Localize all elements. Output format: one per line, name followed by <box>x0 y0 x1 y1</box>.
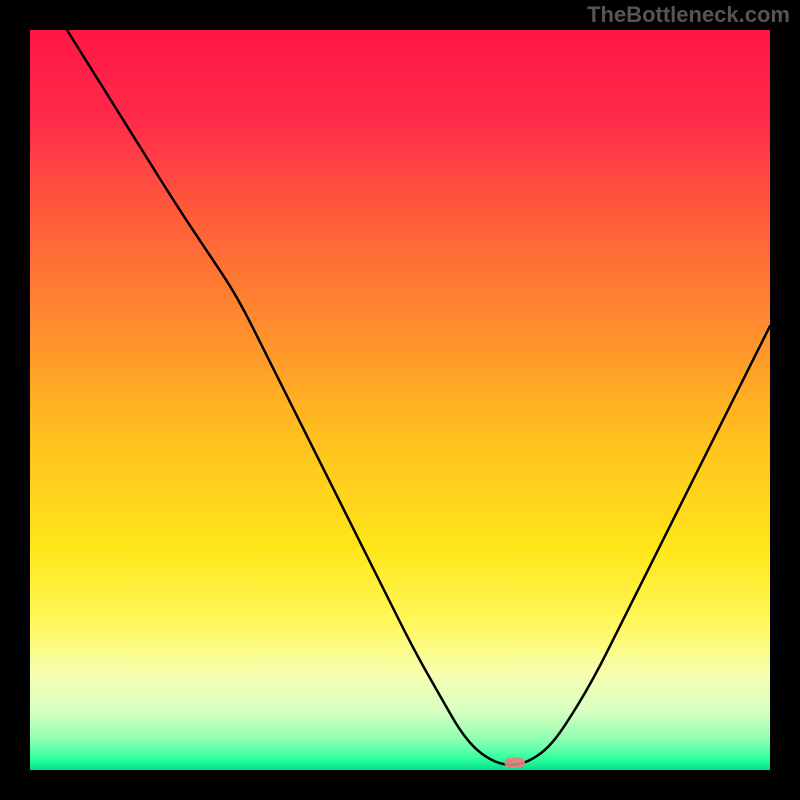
chart-gradient-bg <box>30 30 770 770</box>
watermark-text: TheBottleneck.com <box>587 2 790 28</box>
bottleneck-chart: TheBottleneck.com <box>0 0 800 800</box>
chart-svg <box>0 0 800 800</box>
optimal-point-marker <box>504 757 525 767</box>
